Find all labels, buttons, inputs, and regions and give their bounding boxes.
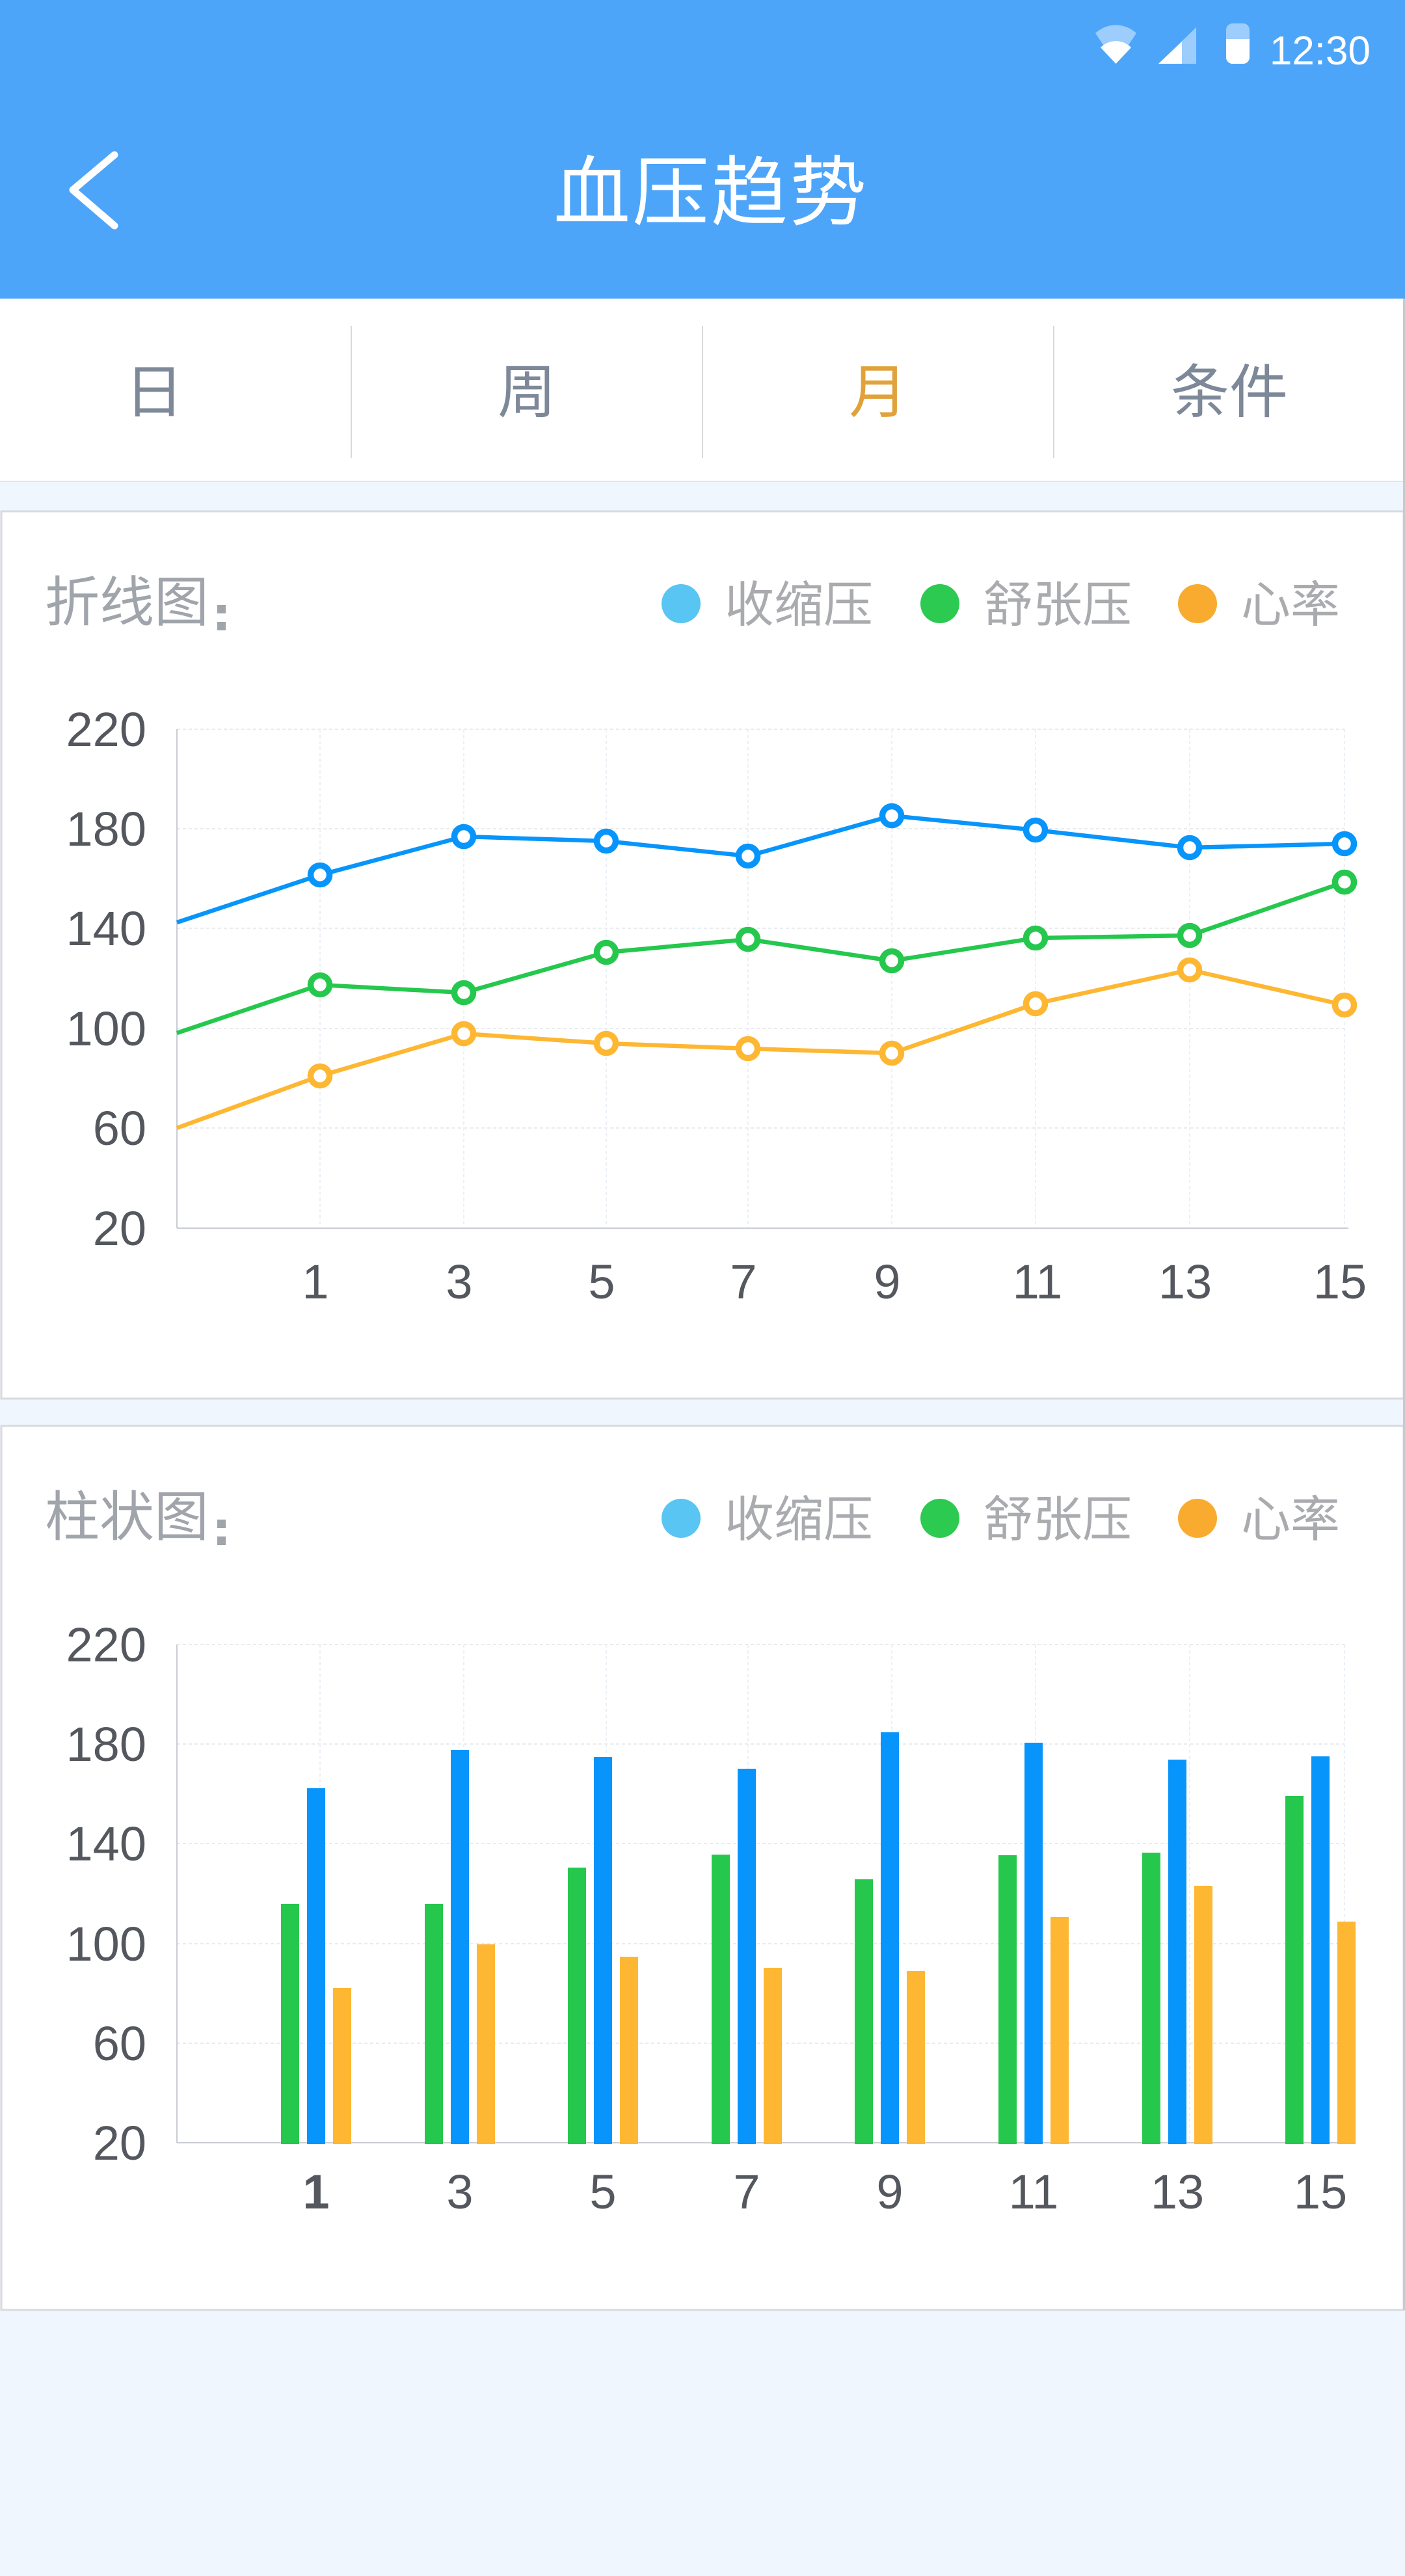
svg-text:140: 140 <box>66 1817 146 1871</box>
svg-text:60: 60 <box>93 1101 146 1155</box>
svg-text:220: 220 <box>66 1618 146 1672</box>
svg-text:20: 20 <box>93 1201 146 1255</box>
svg-text:20: 20 <box>93 2116 146 2170</box>
svg-text:7: 7 <box>733 2165 760 2219</box>
svg-text:12:30: 12:30 <box>1270 29 1371 74</box>
svg-text:60: 60 <box>93 2017 146 2071</box>
svg-text:13: 13 <box>1158 1255 1212 1309</box>
svg-text:220: 220 <box>66 703 146 757</box>
svg-text:9: 9 <box>874 1255 900 1309</box>
svg-text:1: 1 <box>302 1255 328 1309</box>
svg-text:3: 3 <box>446 1255 472 1309</box>
svg-text:9: 9 <box>876 2165 903 2219</box>
svg-text:7: 7 <box>730 1255 756 1309</box>
svg-text:11: 11 <box>1009 2165 1059 2219</box>
svg-text:100: 100 <box>66 1917 146 1971</box>
svg-text:100: 100 <box>66 1002 146 1056</box>
svg-text:5: 5 <box>589 2165 616 2219</box>
svg-text:140: 140 <box>66 902 146 956</box>
svg-text:5: 5 <box>588 1255 615 1309</box>
svg-text:15: 15 <box>1294 2165 1347 2219</box>
svg-text:3: 3 <box>446 2165 473 2219</box>
svg-text:180: 180 <box>66 802 146 856</box>
svg-text:13: 13 <box>1151 2165 1204 2219</box>
svg-text:15: 15 <box>1313 1255 1367 1309</box>
svg-text:180: 180 <box>66 1717 146 1771</box>
svg-text:11: 11 <box>1013 1255 1063 1309</box>
svg-text:1: 1 <box>302 2165 329 2219</box>
